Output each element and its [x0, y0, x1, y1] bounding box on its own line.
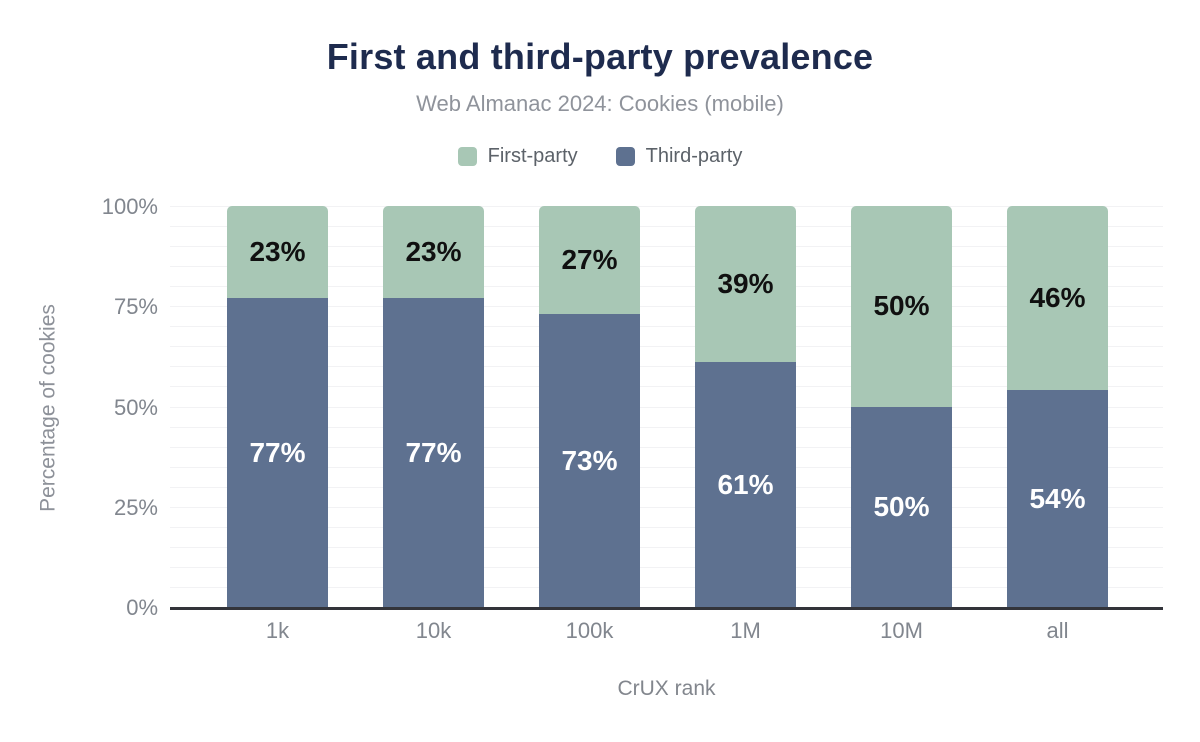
bar-segment-third-party-10M: 50%	[851, 406, 952, 607]
bar-segment-third-party-all: 54%	[1007, 390, 1108, 607]
gridline-25	[170, 506, 1163, 508]
legend-label: Third-party	[645, 145, 743, 167]
x-tick-label-all: all	[1046, 618, 1069, 643]
bar-1k: 23% 77%	[227, 206, 328, 607]
gridline-100	[170, 206, 1163, 207]
x-tick-label-1k: 1k	[265, 618, 290, 643]
bar-1M: 39% 61%	[695, 206, 796, 607]
gridline-60	[170, 366, 1163, 368]
gridline-90	[170, 246, 1163, 248]
chart-legend: First-party Third-party	[0, 145, 1200, 168]
value-label-third-party-10M: 50%	[873, 490, 930, 522]
x-tick-label-100k: 100k	[565, 618, 614, 643]
bar-segment-third-party-1M: 61%	[695, 362, 796, 607]
bar-all: 46% 54%	[1007, 206, 1108, 607]
bar-segment-third-party-10k: 77%	[383, 298, 484, 607]
value-label-first-party-10M: 50%	[873, 290, 930, 322]
bar-100k: 27% 73%	[539, 206, 640, 607]
value-label-first-party-all: 46%	[1029, 282, 1086, 314]
gridline-55	[170, 386, 1163, 388]
bar-segment-first-party-100k: 27%	[539, 206, 640, 315]
chart-subtitle: Web Almanac 2024: Cookies (mobile)	[416, 91, 784, 116]
y-tick-label-25: 25%	[113, 494, 158, 520]
x-tick-label-1M: 1M	[730, 618, 761, 643]
value-label-first-party-100k: 27%	[561, 244, 618, 276]
gridline-80	[170, 286, 1163, 288]
chart-title: First and third-party prevalence	[326, 36, 874, 77]
value-label-third-party-1M: 61%	[717, 468, 774, 500]
gridline-40	[170, 446, 1163, 448]
gridline-50	[170, 406, 1163, 408]
y-tick-label-0: 0%	[126, 595, 158, 620]
bar-10M: 50% 50%	[851, 206, 952, 607]
value-label-first-party-1k: 23%	[249, 236, 306, 268]
value-label-third-party-1k: 77%	[249, 436, 306, 468]
gridline-75	[170, 306, 1163, 308]
x-tick-label-10k: 10k	[415, 618, 452, 643]
value-label-third-party-all: 54%	[1029, 482, 1086, 514]
legend-swatch-icon	[457, 147, 477, 166]
value-label-first-party-10k: 23%	[405, 236, 462, 268]
gridline-35	[170, 466, 1163, 468]
legend-label: First-party	[487, 145, 578, 167]
value-label-first-party-1M: 39%	[717, 268, 774, 300]
y-tick-label-75: 75%	[113, 294, 158, 320]
bar-segment-third-party-100k: 73%	[539, 314, 640, 607]
bar-segment-first-party-10k: 23%	[383, 206, 484, 299]
bar-segment-third-party-1k: 77%	[227, 298, 328, 607]
gridline-85	[170, 266, 1163, 268]
legend-swatch-icon	[615, 147, 635, 166]
gridline-30	[170, 486, 1163, 488]
x-axis-line	[170, 607, 1163, 610]
gridline-45	[170, 426, 1163, 428]
legend-item-first-party: First-party	[457, 145, 578, 168]
bar-segment-first-party-1M: 39%	[695, 206, 796, 363]
legend-item-third-party: Third-party	[615, 145, 743, 168]
bar-segment-first-party-1k: 23%	[227, 206, 328, 299]
gridline-70	[170, 326, 1163, 328]
gridline-10	[170, 566, 1163, 568]
bar-10k: 23% 77%	[383, 206, 484, 607]
value-label-third-party-10k: 77%	[405, 436, 462, 468]
gridline-20	[170, 526, 1163, 528]
x-tick-label-10M: 10M	[880, 618, 923, 643]
gridline-95	[170, 226, 1163, 228]
bar-segment-first-party-all: 46%	[1007, 206, 1108, 391]
y-tick-label-100: 100%	[101, 194, 158, 219]
bar-segment-first-party-10M: 50%	[851, 206, 952, 407]
x-axis-title: CrUX rank	[617, 677, 716, 700]
y-tick-label-50: 50%	[113, 394, 158, 420]
gridline-15	[170, 546, 1163, 548]
plot-area: 23% 77% 23% 77% 27% 73% 39% 61% 50% 50% 46% 54%	[170, 206, 1163, 607]
value-label-third-party-100k: 73%	[561, 444, 618, 476]
gridline-65	[170, 346, 1163, 348]
gridline-5	[170, 586, 1163, 588]
